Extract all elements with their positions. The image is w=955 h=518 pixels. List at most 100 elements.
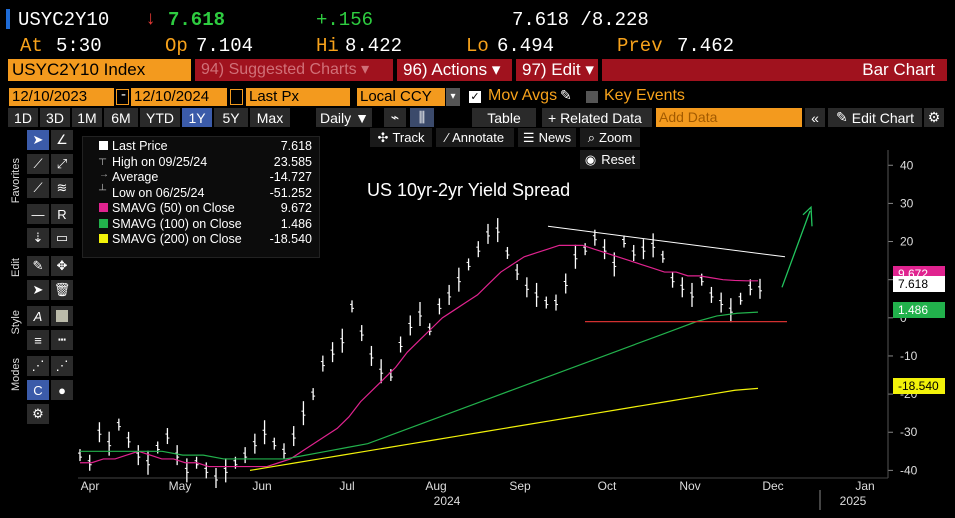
calendar-icon[interactable] [230,89,243,105]
news-button[interactable]: ☰ News [518,128,576,147]
prev-label: Prev [617,35,663,57]
calendar-icon[interactable] [116,89,129,105]
fill-color-icon[interactable] [51,306,73,326]
y-tick-label: 20 [900,235,914,249]
suggested-charts-menu[interactable]: 94) Suggested Charts ▾ [195,59,393,81]
y-tick-label: -30 [900,425,918,439]
line-chart-icon[interactable]: ⌁ [384,108,406,127]
edit-menu[interactable]: 97) Edit ▾ [516,59,598,81]
line-style-icon[interactable]: ┅ [51,330,73,350]
price-tag: -18.540 [893,378,945,394]
last-price: 7.618 [168,9,226,31]
magnifier-icon: ⌕ [587,129,596,145]
bid-ask: 7.618 /8.228 [512,9,649,31]
currency-select[interactable]: Local CCY [357,88,445,106]
low-value: 6.494 [497,35,555,57]
sma-line [80,311,759,460]
legend-value: 1.486 [280,216,312,231]
legend-panel [82,136,320,258]
dropdown-caret-icon: ▾ [491,60,501,79]
period-button-5y[interactable]: 5Y [214,108,248,127]
bar-chart-icon[interactable]: ⫼ [410,108,434,127]
year-label: 2024 [434,494,461,508]
y-tick-label: -40 [900,463,918,477]
actions-menu[interactable]: 96) Actions ▾ [397,59,512,81]
table-button[interactable]: Table [472,108,536,127]
start-date-input[interactable]: 12/10/2023 [9,88,114,106]
pencil-icon[interactable]: ✎ [560,87,572,103]
period-button-1m[interactable]: 1M [72,108,102,127]
x-tick-label: May [169,479,192,493]
period-button-max[interactable]: Max [250,108,290,127]
currency-dropdown-icon[interactable]: ▾ [446,88,460,106]
legend-swatch: ┴ [99,184,107,196]
pen-icon[interactable]: ✎ [27,256,49,276]
x-tick-label: Nov [679,479,700,493]
legend-swatch [99,203,108,212]
palette-icon[interactable]: ● [51,380,73,400]
move-icon[interactable]: ✥ [51,256,73,276]
security-field[interactable]: USYC2Y10 Index [8,59,191,81]
track-button[interactable]: ✣ Track [370,128,432,147]
magnet-mode-icon[interactable]: ⋰ [51,356,73,376]
green-arrow-head [802,205,813,227]
end-date-input[interactable]: 12/10/2024 [131,88,227,106]
settings-gear-icon[interactable]: ⚙ [27,404,49,424]
period-button-1d[interactable]: 1D [8,108,38,127]
trash-icon[interactable]: 🗑 [51,280,73,300]
zoom-button[interactable]: ⌕ Zoom [580,128,640,147]
horizontal-line-icon[interactable]: — [27,204,49,224]
reset-button[interactable]: ◉ Reset [580,150,640,169]
time-label: At [20,35,43,57]
annotate-icon: ∕ [445,130,449,145]
pointer-icon[interactable]: ➤ [27,130,49,150]
related-data-button[interactable]: + Related Data [542,108,652,127]
legend-label: Low on 06/25/24 [112,185,205,200]
line-weight-icon[interactable]: ≡ [27,330,49,350]
period-button-3d[interactable]: 3D [40,108,70,127]
annotate-button[interactable]: ∕ Annotate [436,128,514,147]
cycle-mode-icon[interactable]: C [27,380,49,400]
legend-label: Last Price [112,139,168,153]
legend-swatch: → [99,169,109,180]
trendline-icon[interactable]: ⟋ [27,154,49,174]
prev-value: 7.462 [677,35,735,57]
rectangle-icon[interactable]: ▭ [51,228,73,248]
range-icon[interactable]: R [51,204,73,224]
mov-avgs-label: Mov Avgs [488,87,558,104]
period-button-ytd[interactable]: YTD [140,108,180,127]
select-icon[interactable]: ➤ [27,280,49,300]
channel-icon[interactable]: ⟋ [27,178,49,198]
chart-annotation-title: US 10yr-2yr Yield Spread [367,180,571,200]
draw-mode-icon[interactable]: ⋰ [27,356,49,376]
x-tick-label: Oct [598,479,617,493]
legend-label: Average [112,170,159,184]
period-button-1y[interactable]: 1Y [182,108,212,127]
ray-line-icon[interactable]: ⤢ [51,154,73,174]
add-data-input[interactable]: Add Data [656,108,802,127]
time-value: 5:30 [56,35,102,57]
text-style-icon[interactable]: A [27,306,49,326]
edit-chart-button[interactable]: ✎ Edit Chart [828,108,922,127]
legend-value: -14.727 [269,170,312,184]
down-arrow-icon: ↓ [145,8,157,30]
x-tick-label: Aug [425,479,446,493]
legend-swatch [99,234,108,243]
x-tick-label: Sep [509,479,531,493]
left-sidebar: Favorites Edit Style Modes ➤ ∠ ⟋ ⤢ ⟋ ≋ —… [0,128,78,428]
legend-label: SMAVG (50) on Close [112,201,235,215]
fib-icon[interactable]: ≋ [51,178,73,198]
frequency-select[interactable]: Daily ▼ [316,108,372,127]
key-events-checkbox[interactable] [586,91,598,103]
collapse-icon[interactable]: « [805,108,825,127]
pen-tool-icon[interactable]: ∠ [51,130,73,150]
high-value: 8.422 [345,35,403,57]
legend-swatch [99,141,108,150]
pencil-icon: ✎ [836,109,848,125]
mov-avgs-checkbox[interactable]: ✓ [469,91,481,103]
legend-label: High on 09/25/24 [112,154,208,169]
settings-gear-icon[interactable]: ⚙ [924,108,944,127]
text-size-icon[interactable]: ⇣ [27,228,49,248]
field-select[interactable]: Last Px [246,88,350,106]
period-button-6m[interactable]: 6M [104,108,138,127]
